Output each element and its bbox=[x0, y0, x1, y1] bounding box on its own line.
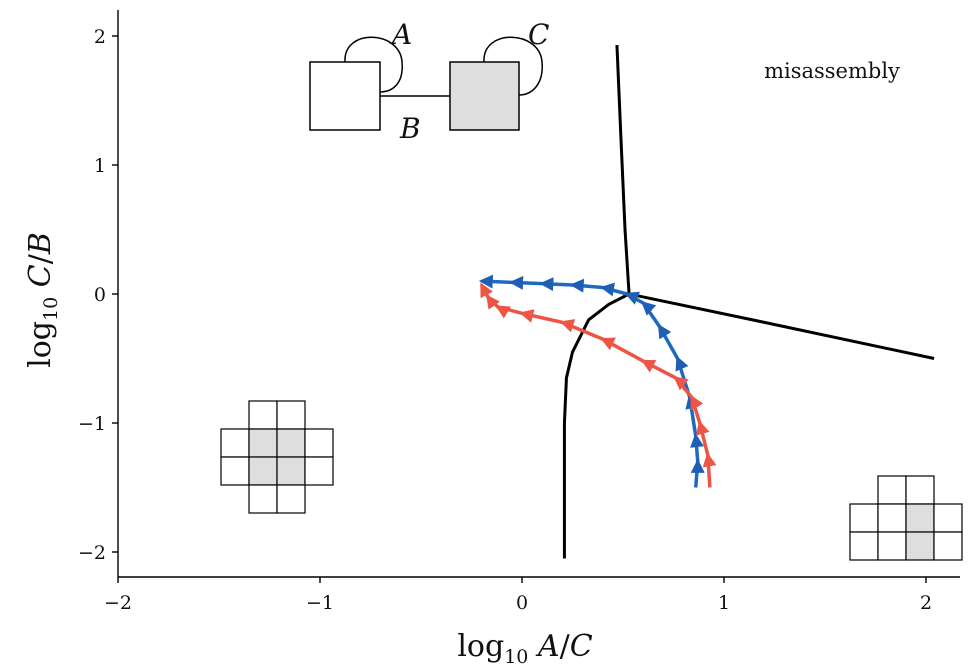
lattice-cell bbox=[877, 531, 907, 561]
y-tick-label: −2 bbox=[78, 542, 106, 564]
lattice-cell bbox=[905, 475, 935, 505]
lattice-cell bbox=[933, 531, 963, 561]
lattice-cell bbox=[849, 503, 879, 533]
x-tick-label: 0 bbox=[516, 592, 528, 614]
x-tick-label: −2 bbox=[104, 592, 132, 614]
lattice-cell bbox=[849, 531, 879, 561]
trajectory-red bbox=[480, 282, 717, 488]
x-tick-label: −1 bbox=[306, 592, 334, 614]
lattice-cell bbox=[276, 400, 306, 430]
lattice-cell-shaded bbox=[248, 456, 278, 486]
y-tick-label: 0 bbox=[94, 284, 106, 306]
lattice-cell bbox=[248, 400, 278, 430]
lattice-cell bbox=[248, 484, 278, 514]
svg-text:log10 A/C: log10 A/C bbox=[457, 629, 592, 668]
svg-text:log10 C/B: log10 C/B bbox=[23, 232, 62, 368]
cross-lattice bbox=[220, 400, 334, 514]
loop-a bbox=[344, 36, 403, 93]
axis-ticks: −2 −1 0 1 2 −2 −1 0 1 2 bbox=[78, 26, 932, 614]
lattice-cell bbox=[304, 428, 334, 458]
lattice-cell-shaded bbox=[905, 503, 935, 533]
x-axis-label: log10 A/C bbox=[457, 629, 592, 668]
lattice-cell-shaded bbox=[248, 428, 278, 458]
node-c-box bbox=[449, 61, 520, 131]
lattice-cell bbox=[220, 428, 250, 458]
y-tick-label: 2 bbox=[94, 26, 106, 48]
lattice-cell-shaded bbox=[276, 456, 306, 486]
lattice-cell bbox=[877, 503, 907, 533]
boundary-upper bbox=[615, 44, 631, 295]
lattice-cell-shaded bbox=[276, 428, 306, 458]
lattice-cell bbox=[933, 503, 963, 533]
two-node-diagram: A B C bbox=[309, 18, 549, 145]
label-a: A bbox=[389, 18, 412, 51]
y-tick-label: 1 bbox=[94, 155, 106, 177]
y-tick-label: −1 bbox=[78, 413, 106, 435]
lattice-cell bbox=[220, 456, 250, 486]
boundary-right bbox=[628, 292, 935, 360]
boundary-lower bbox=[562, 292, 630, 559]
x-tick-label: 1 bbox=[718, 592, 730, 614]
node-a-box bbox=[309, 61, 381, 131]
trajectories bbox=[478, 274, 717, 488]
x-tick-label: 2 bbox=[920, 592, 932, 614]
lattice-cell bbox=[276, 484, 306, 514]
lattice-cell bbox=[304, 456, 334, 486]
misassembly-label: misassembly bbox=[764, 59, 900, 83]
label-b: B bbox=[399, 112, 421, 145]
stair-lattice bbox=[849, 475, 963, 561]
label-c: C bbox=[528, 18, 549, 51]
loop-c bbox=[483, 36, 543, 96]
y-axis-label: log10 C/B bbox=[23, 232, 62, 368]
lattice-cell bbox=[877, 475, 907, 505]
lattice-cell-shaded bbox=[905, 531, 935, 561]
